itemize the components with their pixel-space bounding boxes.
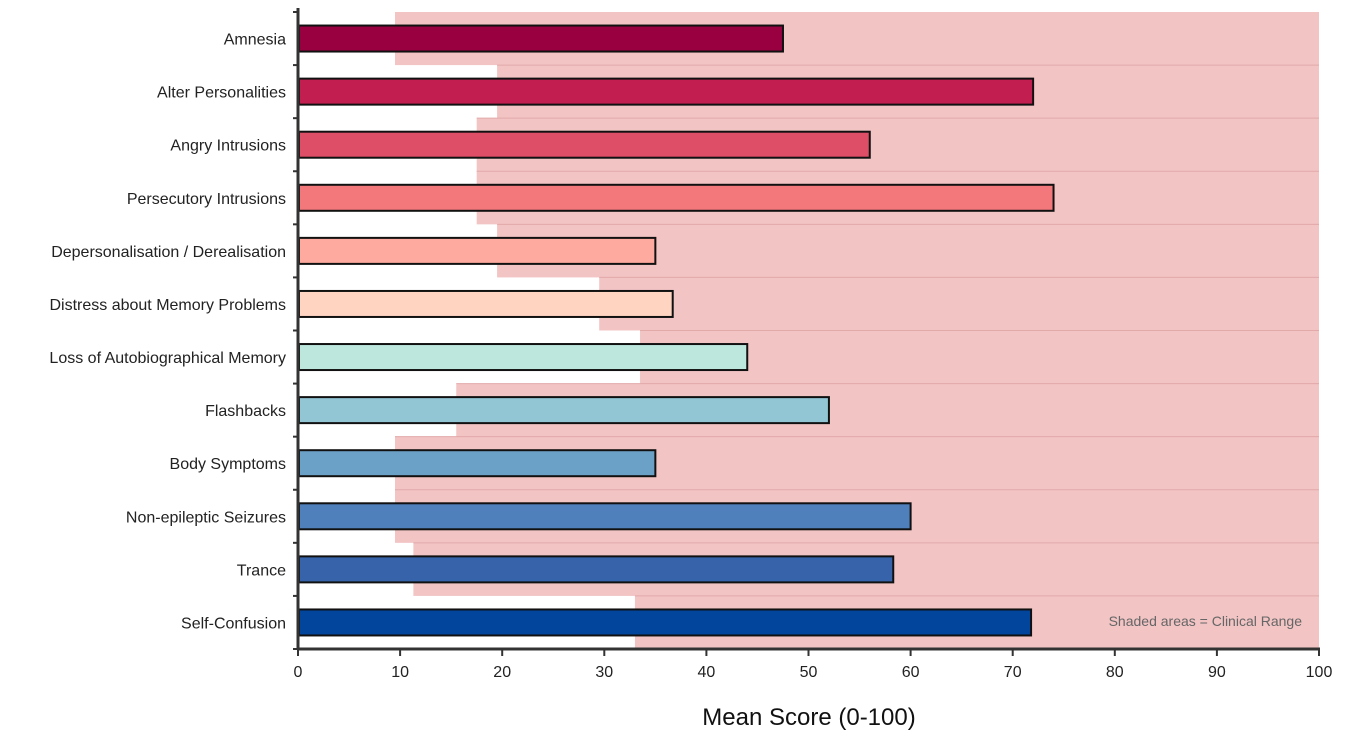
bar <box>298 183 1055 212</box>
x-tick-label: 40 <box>698 664 716 681</box>
bar <box>298 130 871 159</box>
bar <box>298 396 830 425</box>
bar <box>298 236 657 265</box>
category-label: Persecutory Intrusions <box>127 191 286 208</box>
bar <box>298 502 912 531</box>
bar <box>298 289 674 318</box>
bar <box>298 343 749 372</box>
clinical-range-band <box>640 330 1319 384</box>
bar <box>298 449 657 478</box>
x-tick-label: 20 <box>493 664 511 681</box>
category-label: Depersonalisation / Derealisation <box>51 244 286 261</box>
x-tick-label: 60 <box>902 664 920 681</box>
x-tick-label: 70 <box>1004 664 1022 681</box>
category-label: Distress about Memory Problems <box>49 297 286 314</box>
x-tick-label: 80 <box>1106 664 1124 681</box>
x-tick-label: 50 <box>800 664 818 681</box>
x-tick-label: 30 <box>595 664 613 681</box>
bar <box>298 555 895 584</box>
category-label: Body Symptoms <box>170 456 286 473</box>
category-label: Flashbacks <box>205 403 286 420</box>
x-tick-label: 90 <box>1208 664 1226 681</box>
clinical-range-layer <box>394 12 1320 649</box>
category-label: Non-epileptic Seizures <box>126 509 286 526</box>
category-label: Amnesia <box>224 32 286 49</box>
x-tick-label: 0 <box>294 664 303 681</box>
bar <box>298 608 1033 637</box>
category-label: Trance <box>237 562 286 579</box>
bar <box>298 24 784 53</box>
x-tick-label: 10 <box>391 664 409 681</box>
x-axis-title: Mean Score (0-100) <box>702 704 915 731</box>
category-label: Angry Intrusions <box>170 138 286 155</box>
category-label: Self-Confusion <box>181 615 286 632</box>
category-label: Loss of Autobiographical Memory <box>49 350 286 367</box>
clinical-range-annotation: Shaded areas = Clinical Range <box>1109 613 1303 629</box>
bar <box>298 77 1035 106</box>
x-tick-label: 100 <box>1306 664 1333 681</box>
clinical-range-band <box>599 277 1319 331</box>
category-label: Alter Personalities <box>157 85 286 102</box>
axes-layer: Amnesia Alter Personalities Angry Intrusio… <box>49 8 1332 681</box>
